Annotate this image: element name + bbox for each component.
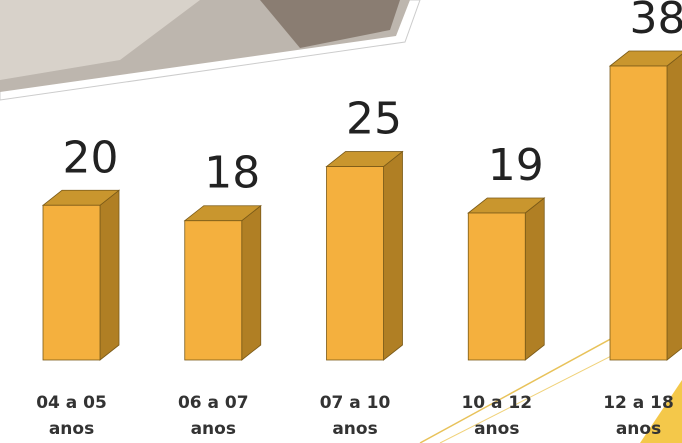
value-label: 20: [63, 132, 119, 183]
chart: 20 18 25 19 38 04 a 05 anos 06 a 07 anos 07 a …: [0, 0, 682, 443]
category-label: 06 a 07 anos: [168, 390, 258, 442]
category-label: 12 a 18 anos: [594, 390, 682, 442]
category-label: 04 a 05 anos: [27, 390, 117, 442]
bar-side: [384, 152, 403, 360]
photo-frame: [0, 0, 420, 100]
bar-side: [525, 198, 544, 360]
bar: [327, 167, 384, 360]
chart-canvas: 20 18 25 19 38: [0, 0, 682, 443]
value-label: 25: [346, 94, 402, 145]
bar-side: [242, 206, 261, 360]
bar: [185, 221, 242, 360]
category-label: 10 a 12 anos: [452, 390, 542, 442]
bar-side: [667, 51, 682, 360]
value-label: 19: [488, 140, 544, 191]
value-label: 18: [204, 148, 260, 199]
bar-side: [100, 190, 119, 360]
category-label: 07 a 10 anos: [310, 390, 400, 442]
value-label: 38: [630, 0, 682, 44]
bar: [43, 205, 100, 360]
bar: [610, 66, 667, 360]
bar: [468, 213, 525, 360]
